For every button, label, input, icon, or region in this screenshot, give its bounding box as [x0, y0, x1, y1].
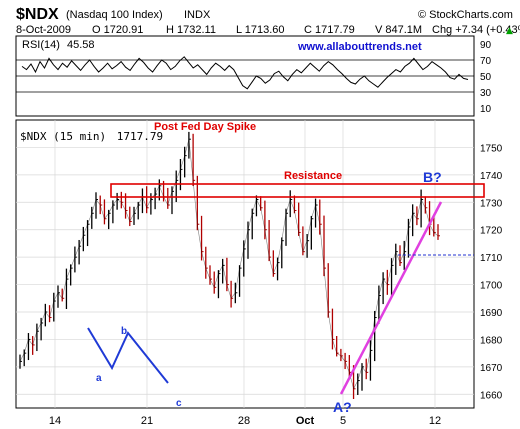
rsi-series	[21, 56, 469, 90]
rsi-label: RSI(14) 45.58	[22, 39, 95, 51]
resistance-box	[110, 183, 485, 198]
price-tick-label: 1690	[480, 308, 503, 319]
price-current-value: 1717.79	[117, 130, 163, 143]
index-name: (Nasdaq 100 Index)	[66, 9, 163, 21]
price-tick-label: 1680	[480, 335, 503, 346]
wave-b-label: b	[121, 326, 127, 337]
rsi-current-value: 45.58	[67, 39, 95, 51]
x-tick-label: 5	[340, 415, 346, 427]
spike-label: Post Fed Day Spike	[154, 121, 256, 133]
rsi-axis: 90 70 50 30 10	[480, 40, 492, 115]
rsi-tick-label: 50	[480, 72, 492, 83]
x-axis: 14 21 28 Oct 5 12	[49, 415, 441, 427]
price-label: $NDX (15 min) 1717.79	[20, 130, 163, 143]
price-series	[19, 131, 440, 399]
change-value: Chg +7.34 (+0.43%)	[432, 24, 520, 36]
price-label-text: $NDX (15 min)	[20, 130, 106, 143]
close-value: C 1717.79	[304, 24, 355, 36]
change-up-icon: ▲	[506, 26, 513, 36]
rsi-grid	[16, 59, 474, 93]
date-label: 8-Oct-2009	[16, 24, 71, 36]
price-axis: 1750 1740 1730 1720 1710 1700 1690 1680 1670 1660	[480, 143, 503, 401]
x-tick-label: 21	[141, 415, 153, 427]
website-label: www.allabouttrends.net	[297, 41, 422, 53]
rsi-tick-label: 10	[480, 104, 492, 115]
rsi-line	[21, 56, 469, 90]
support-trendline	[339, 201, 443, 395]
wave-a-question-label: A?	[333, 399, 352, 415]
price-tick-label: 1660	[480, 390, 503, 401]
x-tick-label: Oct	[296, 415, 315, 427]
rsi-label-text: RSI(14)	[22, 39, 60, 51]
brand-watermark: © StockCharts.com	[418, 9, 513, 21]
price-tick-label: 1730	[480, 198, 503, 209]
price-tick-label: 1740	[480, 171, 503, 182]
open-value: O 1720.91	[92, 24, 143, 36]
price-tick-label: 1720	[480, 226, 503, 237]
x-tick-label: 14	[49, 415, 61, 427]
high-value: H 1732.11	[166, 24, 216, 36]
price-tick-label: 1710	[480, 253, 503, 264]
x-tick-label: 12	[429, 415, 441, 427]
x-tick-label: 28	[238, 415, 250, 427]
price-tick-label: 1670	[480, 363, 503, 374]
abc-wave-diagram	[87, 327, 169, 384]
wave-b-question-label: B?	[423, 169, 442, 185]
symbol: $NDX	[16, 6, 59, 23]
wave-a-label: a	[96, 373, 102, 384]
rsi-tick-label: 70	[480, 56, 492, 67]
price-tick-label: 1750	[480, 143, 503, 154]
rsi-tick-label: 30	[480, 88, 492, 99]
price-grid	[16, 120, 474, 408]
price-panel-frame	[15, 119, 475, 409]
volume-value: V 847.1M	[375, 24, 422, 36]
resistance-label: Resistance	[284, 170, 342, 182]
wave-c-label: c	[176, 398, 182, 409]
price-tick-label: 1700	[480, 281, 503, 292]
exchange: INDX	[184, 9, 211, 21]
price-close-line	[19, 139, 439, 390]
low-value: L 1713.60	[236, 24, 285, 36]
rsi-tick-label: 90	[480, 40, 492, 51]
